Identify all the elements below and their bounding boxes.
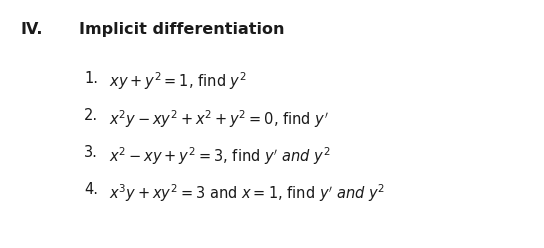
Text: 3.: 3.: [84, 145, 98, 160]
Text: 4.: 4.: [84, 182, 98, 197]
Text: $x^2y - xy^2 + x^2 + y^2 = 0$, find $y'$: $x^2y - xy^2 + x^2 + y^2 = 0$, find $y'$: [109, 108, 329, 130]
Text: 1.: 1.: [84, 71, 98, 86]
Text: $xy + y^2 = 1$, find $y^2$: $xy + y^2 = 1$, find $y^2$: [109, 71, 246, 93]
Text: $x^2 - xy + y^2 = 3$, find $y'$ $\mathit{and}$ $y^2$: $x^2 - xy + y^2 = 3$, find $y'$ $\mathit…: [109, 145, 330, 167]
Text: $x^3y + xy^2 = 3$ and $x = 1$, find $y'$ $\mathit{and}$ $y^2$: $x^3y + xy^2 = 3$ and $x = 1$, find $y'$…: [109, 182, 385, 204]
Text: 2.: 2.: [84, 108, 98, 123]
Text: IV.: IV.: [21, 22, 43, 37]
Text: Implicit differentiation: Implicit differentiation: [79, 22, 285, 37]
